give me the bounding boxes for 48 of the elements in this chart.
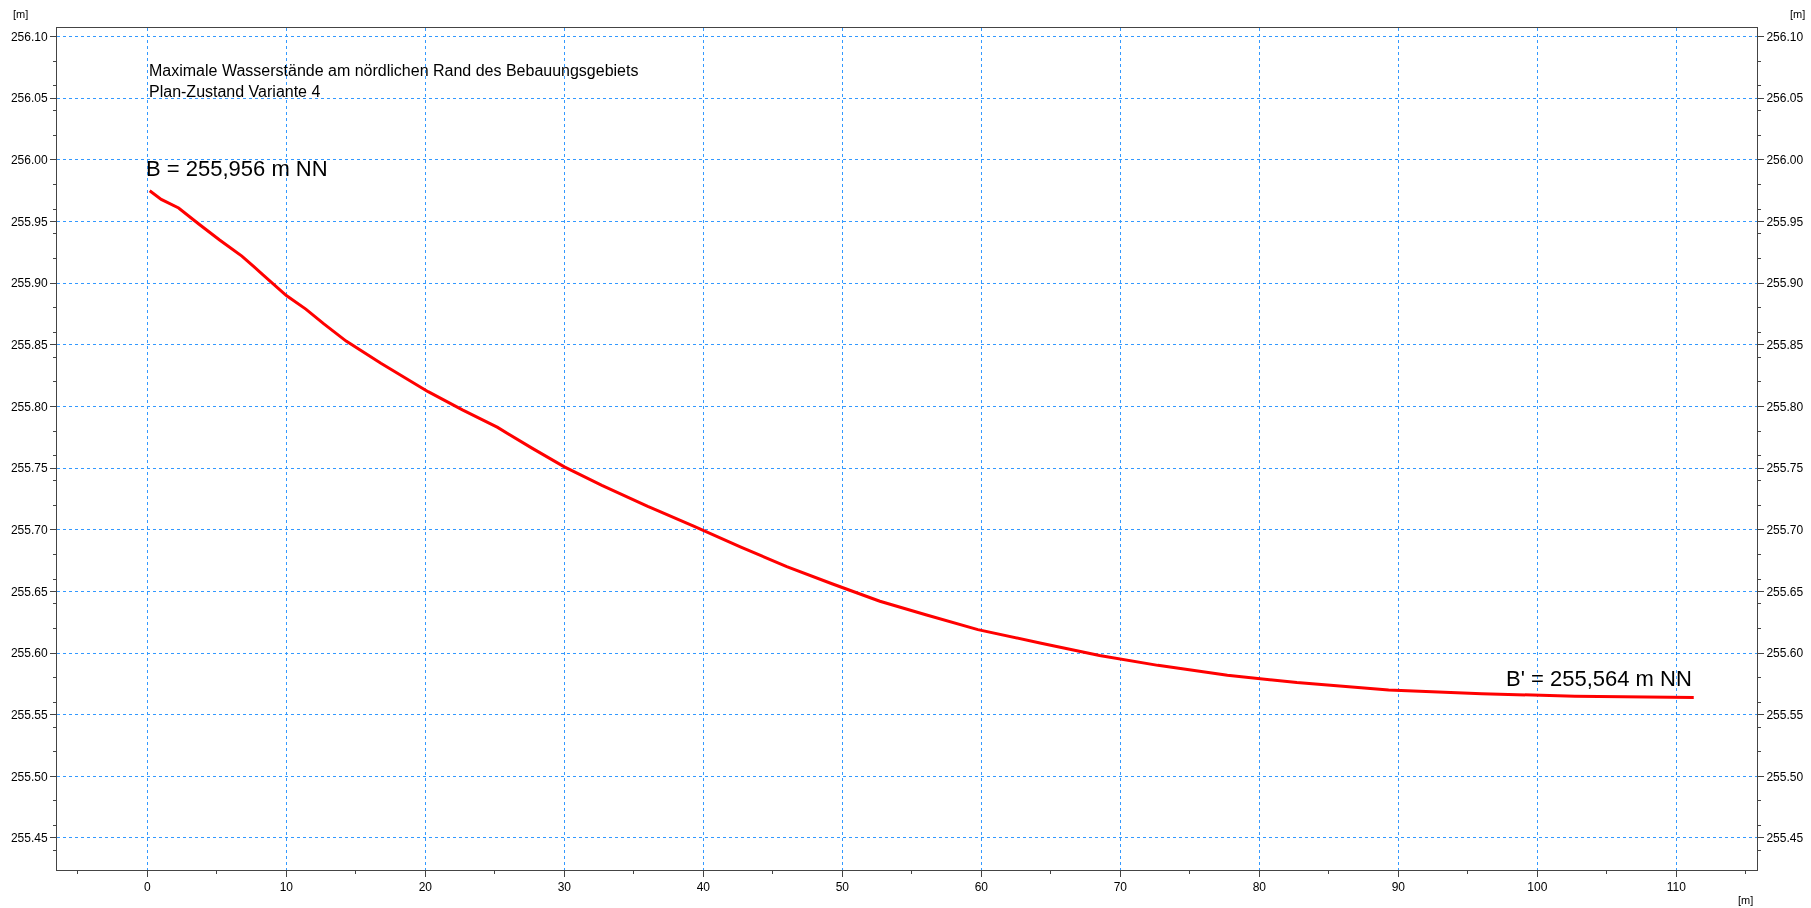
y2-tick-label: 255.75 (1766, 461, 1804, 476)
y-tick-label: 255.45 (10, 831, 48, 846)
x-tick-label: 110 (1666, 880, 1687, 895)
y2-tick-label: 255.90 (1766, 276, 1804, 291)
text: Plan-Zustand Variante 4 (149, 82, 321, 100)
x-tick-label: 10 (279, 880, 294, 895)
y2-tick-label: 255.80 (1766, 399, 1804, 414)
annotation: B' = 255,564 m NN (1506, 666, 1692, 691)
y2-tick-label: 255.55 (1766, 707, 1804, 722)
x-tick-label: 50 (835, 880, 850, 895)
y-tick-label: 255.55 (10, 707, 48, 722)
x-tick-label: 30 (557, 880, 572, 895)
y-tick-label: 256.05 (10, 91, 48, 106)
x-tick-label: 90 (1391, 880, 1406, 895)
x-tick-label: 60 (974, 880, 989, 895)
y-tick-label: 255.75 (10, 461, 48, 476)
y2-axis-title: [m] (1790, 8, 1806, 20)
y-tick-label: 255.60 (10, 646, 48, 661)
y2-tick-label: 255.60 (1766, 646, 1804, 661)
y-tick-label: 255.50 (10, 769, 48, 784)
y-axis-title: [m] (13, 8, 29, 20)
x-axis-title: [m] (1738, 894, 1754, 906)
y2-tick-label: 255.95 (1766, 214, 1804, 229)
y-tick-label: 255.95 (10, 214, 48, 229)
y2-tick-label: 255.85 (1766, 338, 1804, 353)
x-tick-label: 40 (696, 880, 711, 895)
line-series (148, 189, 1696, 699)
y2-tick-label: 255.70 (1766, 522, 1804, 537)
x-tick-label: 70 (1113, 880, 1128, 895)
y2-tick-label: 256.10 (1766, 29, 1804, 44)
y2-tick-label: 255.65 (1766, 584, 1804, 599)
y-tick-label: 255.80 (10, 399, 48, 414)
y-tick-label: 255.90 (10, 276, 48, 291)
y-tick-label: 256.10 (10, 29, 48, 44)
y-tick-label: 255.65 (10, 584, 48, 599)
x-tick-label: 0 (144, 880, 152, 895)
text: Maximale Wasserstände am nördlichen Rand des Bebauungsgebiets (149, 62, 639, 79)
y2-tick-label: 256.05 (1766, 91, 1804, 106)
y2-tick-label: 255.45 (1766, 831, 1804, 846)
y-tick-label: 256.00 (10, 153, 48, 168)
y-tick-label: 255.85 (10, 338, 48, 353)
annotation: B = 255,956 m NN (146, 156, 328, 181)
x-tick-label: 20 (418, 880, 433, 895)
y2-tick-label: 256.00 (1766, 153, 1804, 168)
x-tick-label: 100 (1527, 880, 1548, 895)
y-tick-label: 255.70 (10, 522, 48, 537)
x-tick-label: 80 (1252, 880, 1267, 895)
y2-tick-label: 255.50 (1766, 769, 1804, 784)
